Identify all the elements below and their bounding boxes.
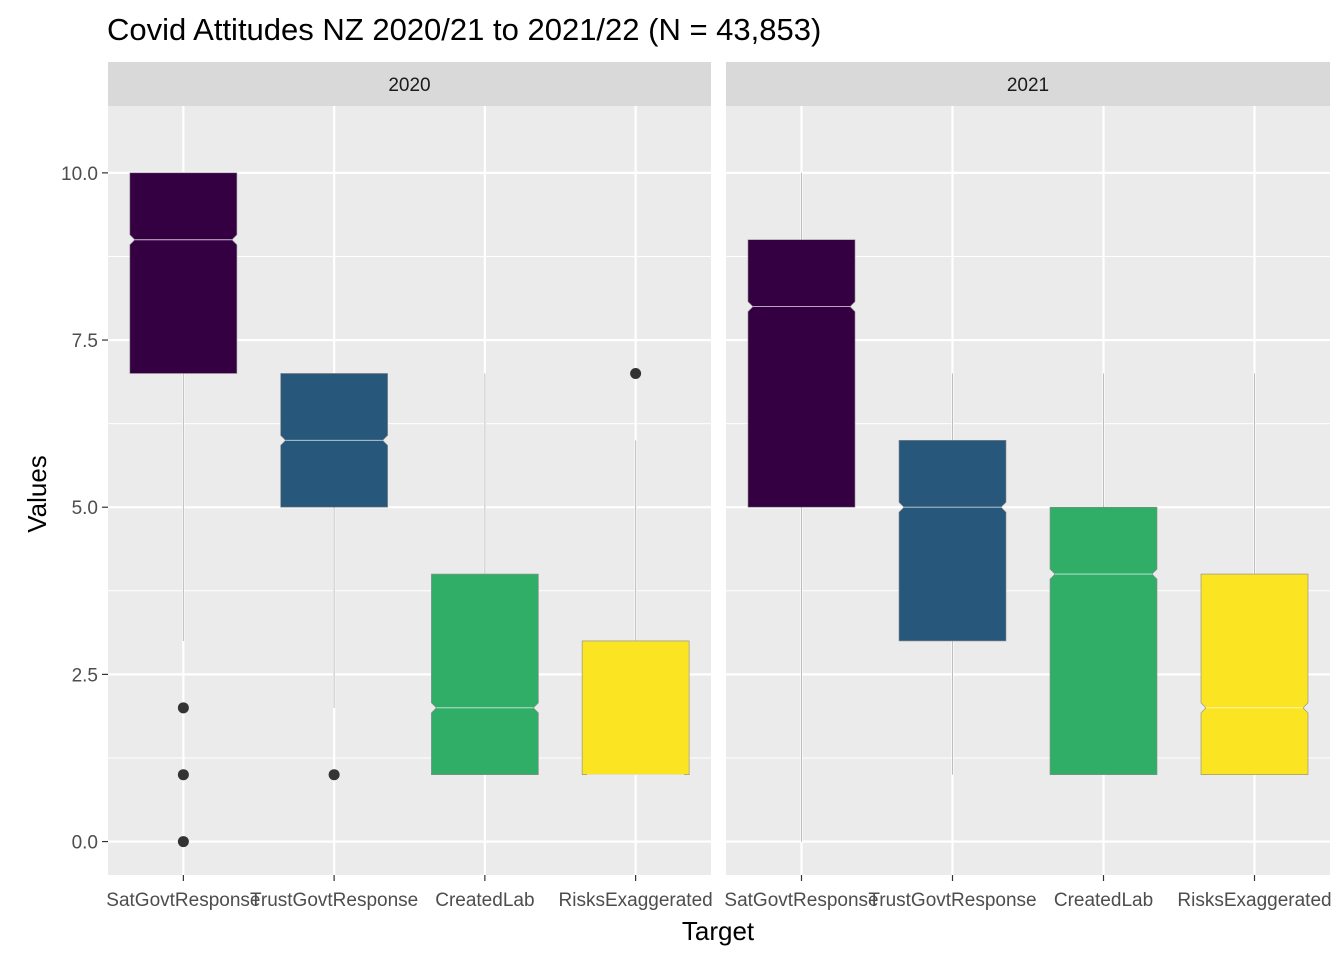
outlier-point: [328, 769, 340, 781]
x-tick-label: CreatedLab: [1054, 890, 1153, 911]
outlier-point: [630, 367, 642, 379]
box-body: [747, 239, 856, 508]
facet-strip-label: 2020: [388, 75, 430, 96]
box-createdlab: [431, 373, 539, 775]
y-tick-label: 2.5: [72, 665, 98, 686]
y-tick-label: 5.0: [72, 498, 98, 519]
chart-title: Covid Attitudes NZ 2020/21 to 2021/22 (N…: [107, 12, 821, 47]
box-risksexaggerated: [1200, 373, 1309, 775]
box-body: [431, 573, 539, 775]
box-body: [1049, 506, 1158, 775]
box-body: [581, 640, 690, 775]
box-body: [129, 172, 238, 374]
outlier-point: [177, 769, 189, 781]
x-tick-label: TrustGovtResponse: [868, 890, 1036, 911]
y-tick-label: 0.0: [72, 833, 98, 854]
y-axis-title: Values: [22, 455, 52, 533]
box-body: [1200, 573, 1309, 775]
x-tick-label: TrustGovtResponse: [250, 890, 418, 911]
box-trustgovtresponse: [898, 373, 1007, 775]
x-tick-label: SatGovtResponse: [724, 890, 878, 911]
x-tick-label: RisksExaggerated: [1177, 890, 1331, 911]
box-satgovtresponse: [129, 172, 238, 848]
y-tick-label: 7.5: [72, 331, 98, 352]
x-tick-label: CreatedLab: [435, 890, 534, 911]
box-trustgovtresponse: [280, 373, 388, 781]
y-tick-label: 10.0: [61, 164, 98, 185]
box-createdlab: [1049, 373, 1158, 775]
outlier-point: [177, 836, 189, 848]
box-risksexaggerated: [581, 367, 690, 776]
box-body: [898, 440, 1007, 642]
outlier-point: [177, 702, 189, 714]
x-axis-title: Target: [682, 916, 755, 946]
facet-strip: [108, 62, 711, 106]
facet-strip-label: 2021: [1007, 75, 1049, 96]
facet-strip: [726, 62, 1330, 106]
x-tick-label: RisksExaggerated: [559, 890, 713, 911]
box-satgovtresponse: [747, 172, 856, 842]
x-tick-label: SatGovtResponse: [106, 890, 260, 911]
